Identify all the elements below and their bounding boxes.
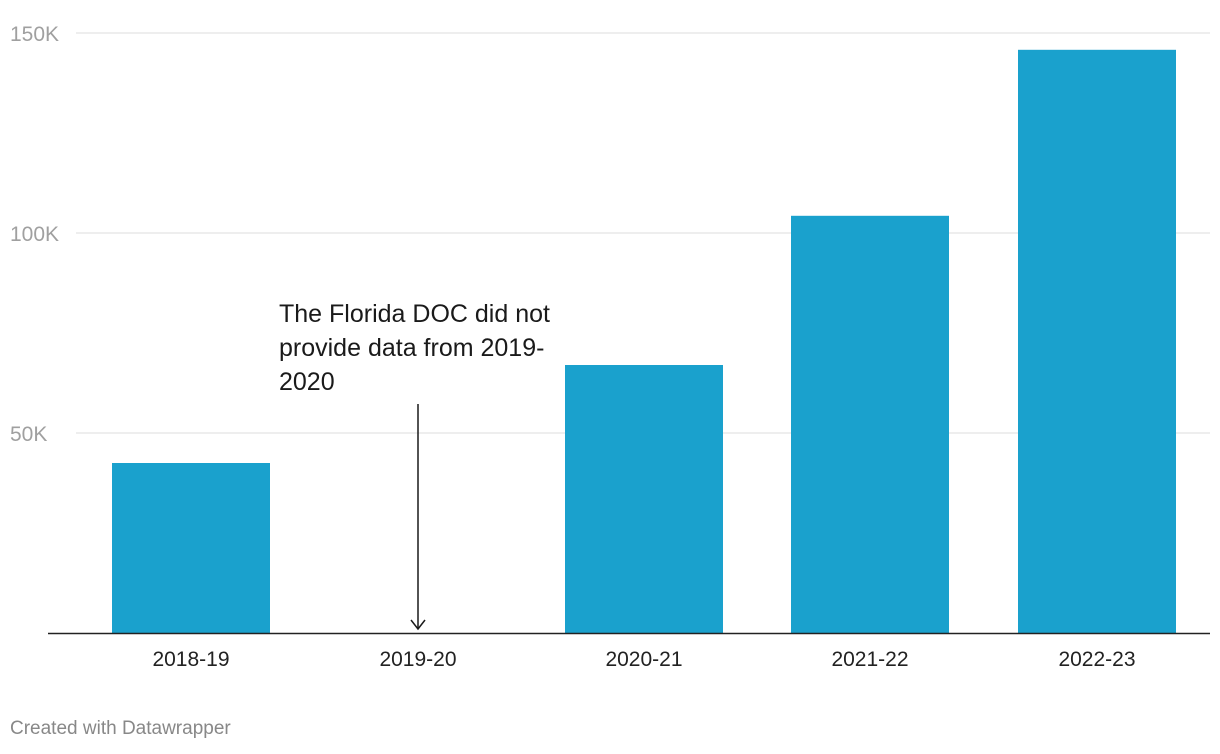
- annotation-line-1: The Florida DOC did not: [279, 300, 550, 328]
- x-tick-label: 2020-21: [605, 648, 682, 671]
- x-axis-labels: 2018-19 2019-20 2020-21 2021-22 2022-23: [152, 648, 1135, 671]
- y-tick-label: 100K: [10, 223, 59, 246]
- bar-2018-19: [112, 463, 270, 633]
- bar-chart: 50K 100K 150K 2018-19 2019-20 2020-21 2021-22…: [10, 23, 1210, 671]
- annotation-line-3: 2020: [279, 368, 335, 396]
- annotation-arrow-head: [410, 619, 426, 631]
- bar-2021-22: [791, 215, 949, 634]
- bar-2020-21: [565, 365, 723, 633]
- annotation-text: The Florida DOC did not provide data fro…: [279, 300, 557, 396]
- bar-2022-23: [1018, 49, 1176, 634]
- x-tick-label: 2021-22: [831, 648, 908, 671]
- annotation-line-2: provide data from 2019-: [279, 334, 544, 362]
- credit-text: Created with Datawrapper: [10, 718, 231, 739]
- x-tick-label: 2018-19: [152, 648, 229, 671]
- y-tick-label: 150K: [10, 23, 59, 46]
- x-tick-label: 2019-20: [379, 648, 456, 671]
- y-tick-label: 50K: [10, 423, 47, 446]
- bars: [112, 49, 1176, 634]
- annotation: The Florida DOC did not provide data fro…: [279, 300, 557, 631]
- x-tick-label: 2022-23: [1058, 648, 1135, 671]
